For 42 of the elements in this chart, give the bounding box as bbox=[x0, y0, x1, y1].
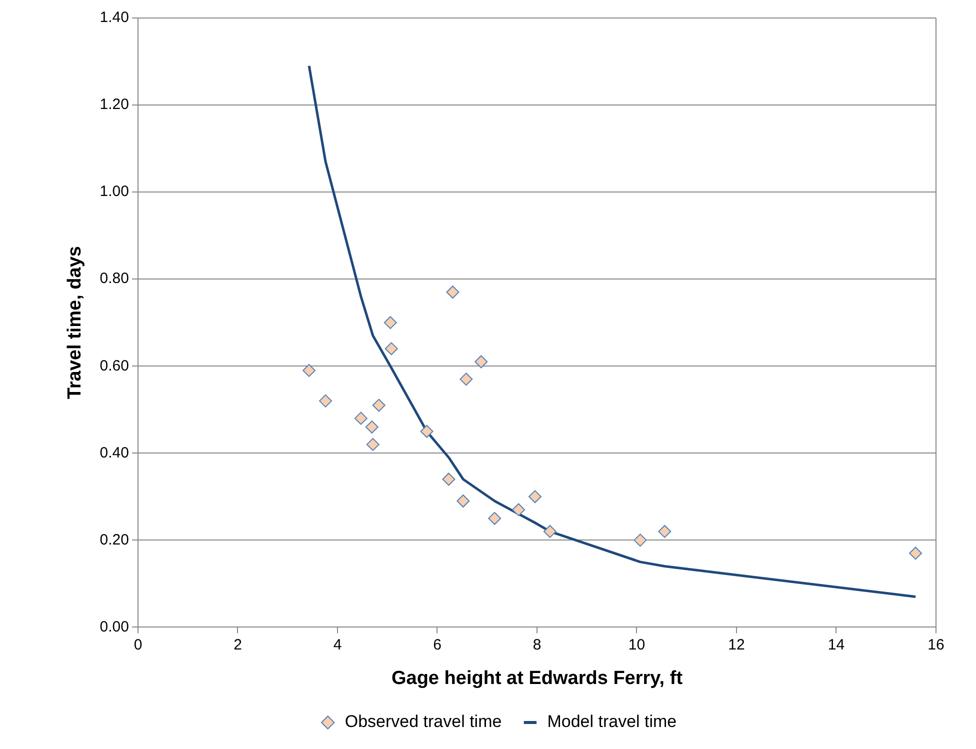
legend-label: Observed travel time bbox=[344, 712, 502, 732]
point bbox=[634, 534, 647, 547]
x-tick-label: 2 bbox=[234, 636, 242, 654]
point bbox=[372, 398, 386, 412]
y-tick-label: 0.20 bbox=[100, 531, 129, 548]
point bbox=[366, 438, 380, 451]
y-tick-label: 1.20 bbox=[100, 96, 129, 114]
y-tick-label: 0.80 bbox=[100, 270, 129, 288]
x-tick-label: 16 bbox=[928, 636, 944, 654]
point bbox=[460, 372, 473, 386]
point bbox=[512, 503, 526, 516]
point bbox=[442, 472, 456, 486]
x-tick-label: 14 bbox=[828, 636, 845, 654]
point bbox=[446, 286, 460, 299]
point bbox=[528, 490, 542, 504]
point bbox=[302, 364, 316, 377]
point bbox=[909, 546, 922, 560]
legend-label: Model travel time bbox=[547, 712, 677, 732]
point bbox=[543, 524, 556, 538]
y-tick-label: 0.60 bbox=[100, 357, 129, 374]
x-axis-title: Gage height at Edwards Ferry, ft bbox=[391, 668, 684, 689]
point bbox=[384, 316, 397, 330]
y-tick-label: 0.40 bbox=[100, 444, 129, 462]
x-tick-label: 6 bbox=[433, 636, 442, 654]
x-tick-label: 10 bbox=[628, 636, 646, 654]
y-tick-label: 0.00 bbox=[100, 618, 129, 636]
point bbox=[319, 394, 332, 408]
point bbox=[456, 494, 470, 508]
point bbox=[658, 524, 672, 538]
point bbox=[420, 424, 434, 438]
point bbox=[474, 355, 488, 368]
y-axis-title: Travel time, days bbox=[64, 246, 86, 400]
point bbox=[354, 412, 368, 425]
point bbox=[365, 420, 378, 434]
y-tick-label: 1.00 bbox=[100, 183, 129, 200]
y-tick-label: 1.40 bbox=[100, 9, 129, 26]
x-tick-label: 4 bbox=[333, 636, 342, 654]
point bbox=[488, 512, 502, 525]
point bbox=[384, 342, 398, 356]
x-tick-label: 8 bbox=[532, 636, 542, 654]
x-tick-label: 12 bbox=[728, 636, 745, 654]
x-tick-label: 0 bbox=[134, 636, 142, 654]
